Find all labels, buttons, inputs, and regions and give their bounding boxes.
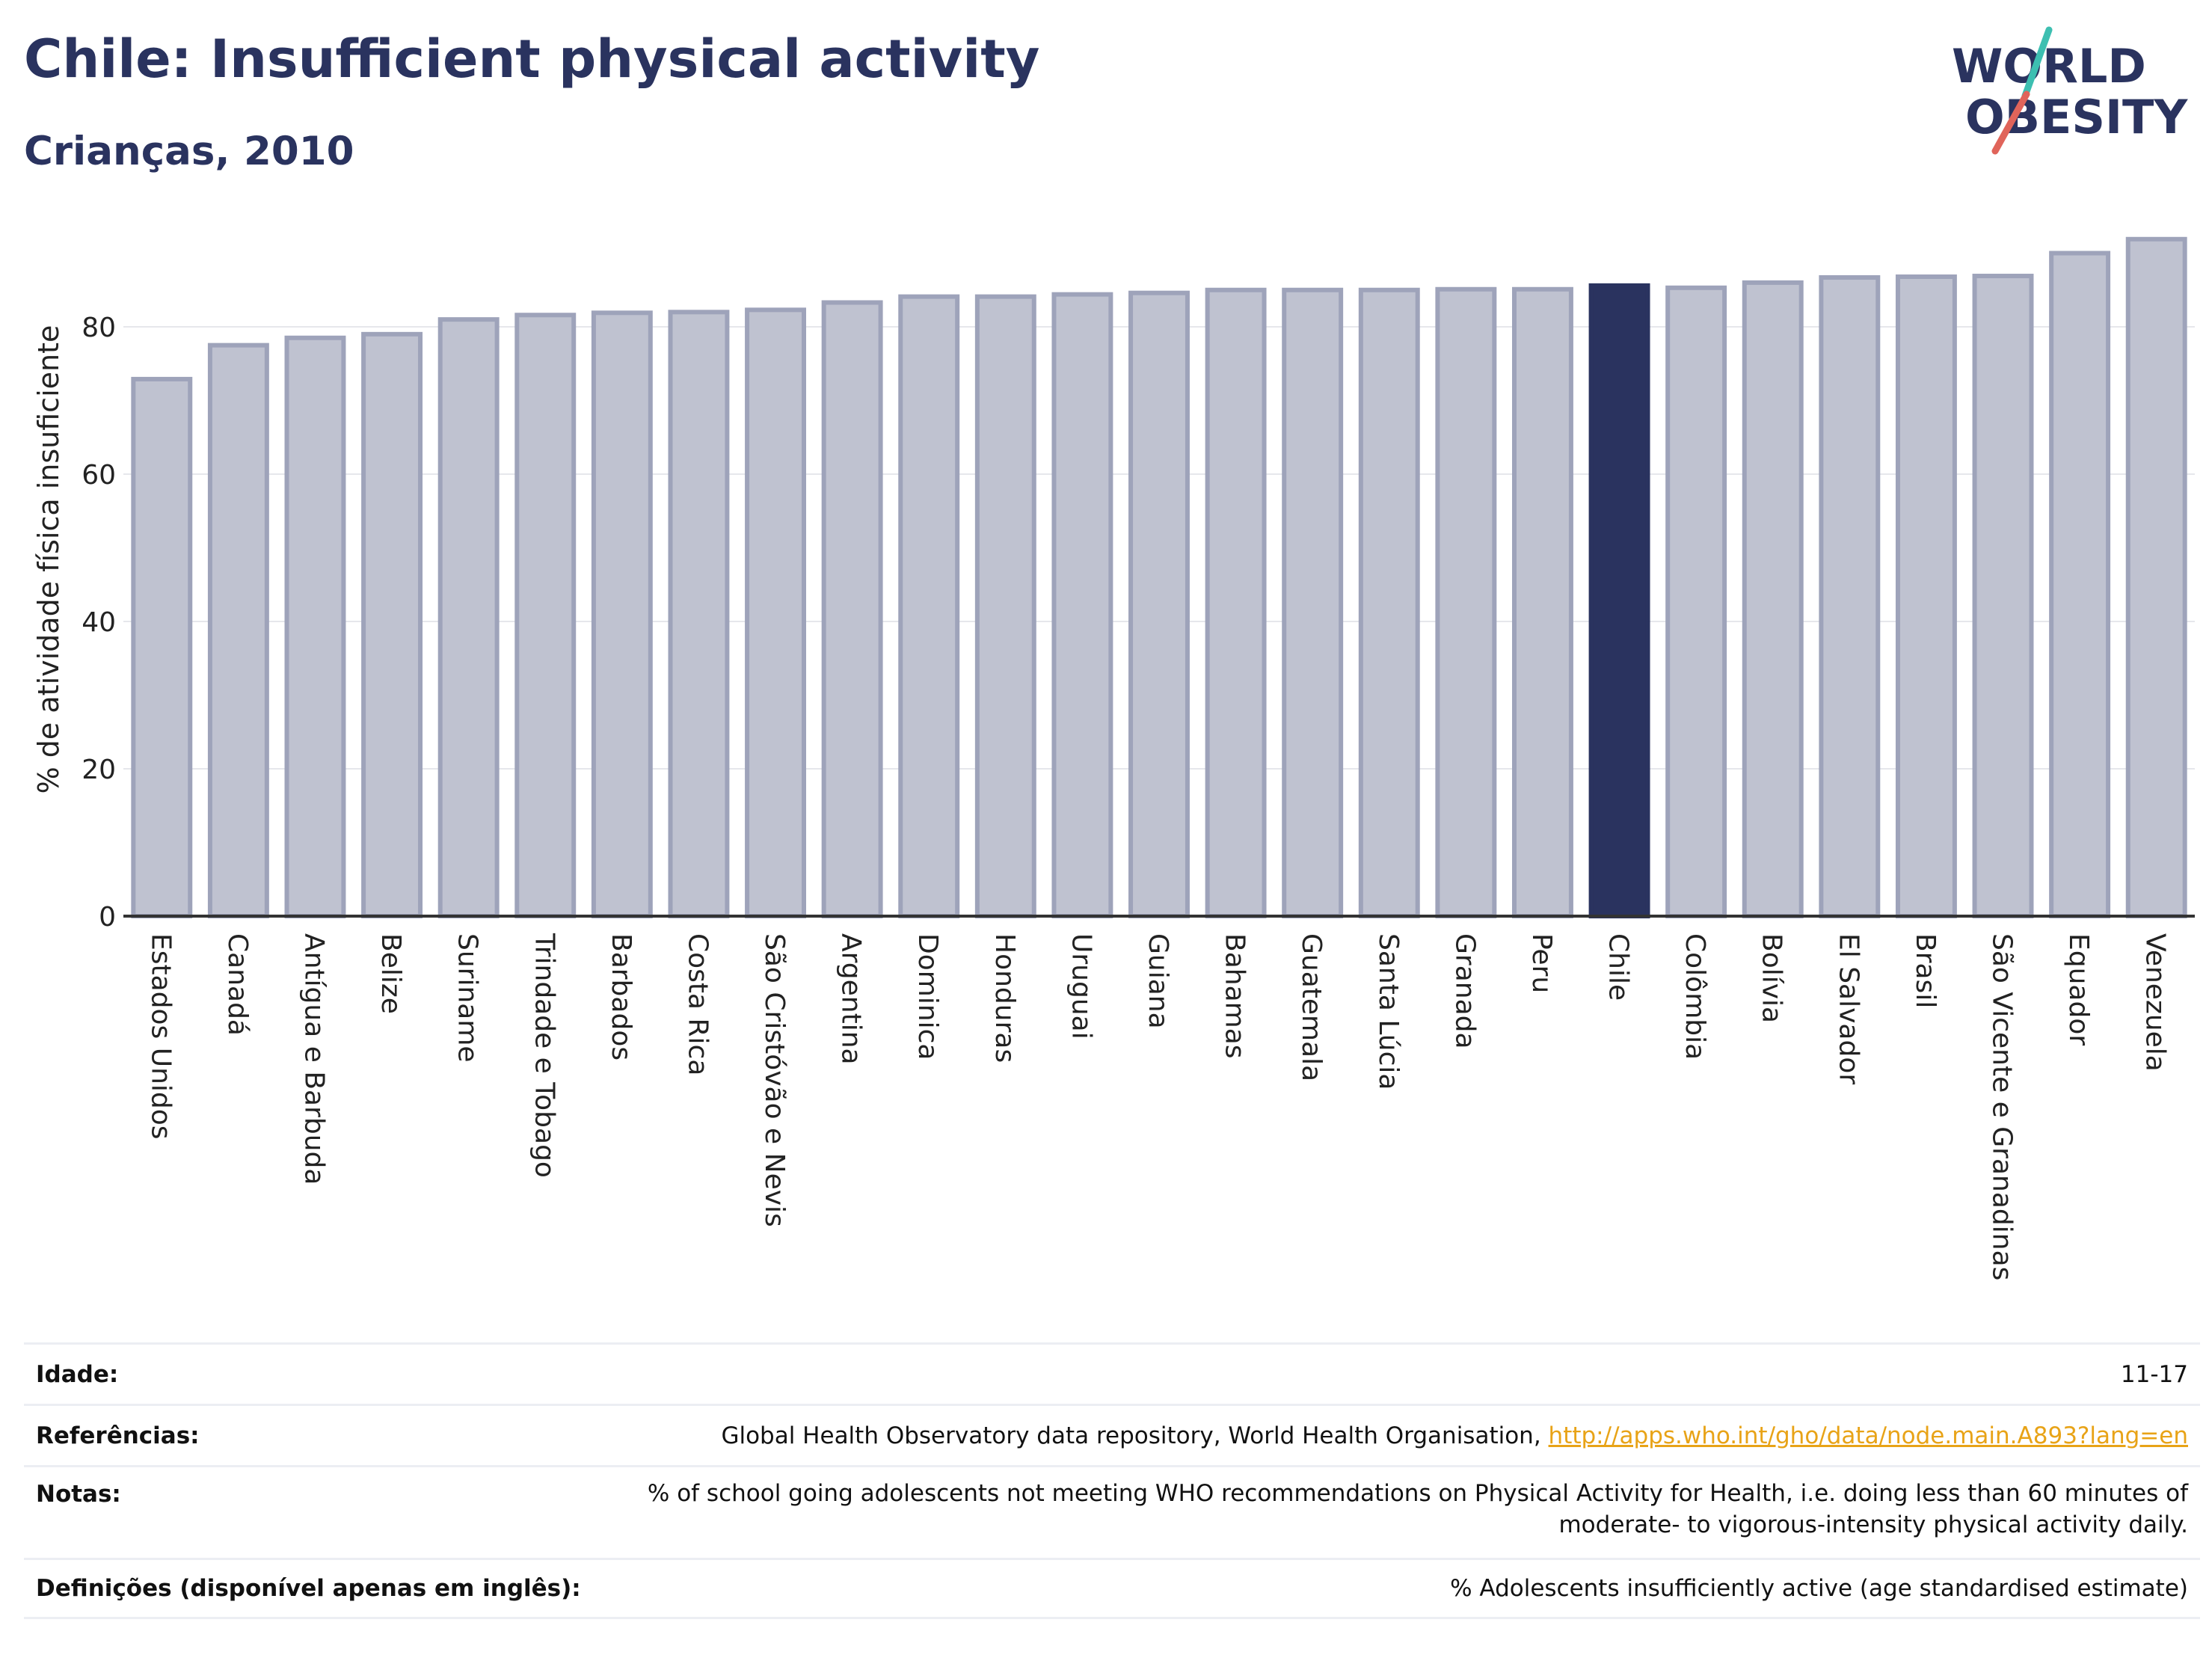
bar-venezuela[interactable] — [2125, 236, 2187, 919]
meta-row-definitions: Definições (disponível apenas em inglês)… — [24, 1558, 2200, 1619]
bar-guiana[interactable] — [1128, 290, 1190, 918]
x-tick-label: Chile — [1603, 933, 1634, 1001]
bar-chile[interactable] — [1588, 283, 1650, 918]
x-tick-label: Peru — [1526, 933, 1557, 993]
x-tick-label: Costa Rica — [682, 933, 713, 1075]
x-tick-label: São Cristóvão e Nevis — [759, 933, 790, 1227]
world-obesity-logo: WORLD OBESITY — [1952, 26, 2188, 155]
x-tick-label: Antígua e Barbuda — [298, 933, 329, 1185]
logo-line-world: WORLD — [1952, 39, 2146, 93]
y-tick-label: 60 — [82, 460, 116, 491]
x-tick-label: Bolívia — [1757, 933, 1787, 1023]
bar-granada[interactable] — [1435, 286, 1497, 918]
bar-peru[interactable] — [1512, 286, 1573, 918]
bar-bahamas[interactable] — [1205, 287, 1267, 918]
x-tick-label: Guatemala — [1296, 933, 1327, 1081]
age-label: Idade: — [36, 1360, 119, 1388]
references-text: Global Health Observatory data repositor… — [721, 1422, 1549, 1449]
y-tick-label: 20 — [82, 755, 116, 785]
bar-ant-gua-e-barbuda[interactable] — [284, 335, 346, 918]
bar-honduras[interactable] — [974, 294, 1036, 918]
x-tick-label: Guiana — [1143, 933, 1173, 1029]
references-link[interactable]: http://apps.who.int/gho/data/node.main.A… — [1548, 1422, 2188, 1449]
y-axis-label: % de atividade física insuficiente — [32, 325, 65, 794]
x-tick-label: Argentina — [836, 933, 867, 1065]
notes-line-2: moderate- to vigorous-intensity physical… — [1558, 1511, 2188, 1538]
x-tick-label: Venezuela — [2140, 933, 2171, 1072]
bar-bol-via[interactable] — [1742, 280, 1804, 918]
bar-argentina[interactable] — [821, 300, 883, 918]
x-tick-label: São Vicente e Granadinas — [1987, 933, 2018, 1280]
x-tick-label: Honduras — [989, 933, 1020, 1063]
x-tick-label: Barbados — [606, 933, 636, 1060]
x-tick-label: Dominica — [912, 933, 943, 1060]
x-tick-label: Suriname — [452, 933, 483, 1063]
logo-slash-bottom — [1991, 90, 2030, 155]
notes-line-1: % of school going adolescents not meetin… — [647, 1480, 2188, 1507]
bar-suriname[interactable] — [437, 317, 500, 918]
bar-s-o-vicente-e-granadinas[interactable] — [1972, 274, 2034, 919]
x-tick-label: Santa Lúcia — [1373, 933, 1404, 1090]
meta-row-age: Idade: 11-17 — [24, 1342, 2200, 1404]
notes-label: Notas: — [36, 1481, 121, 1508]
bar-dominica[interactable] — [898, 294, 960, 918]
bar-col-mbia[interactable] — [1665, 285, 1727, 919]
x-tick-label: Belize — [375, 933, 406, 1014]
notes-value: % of school going adolescents not meetin… — [648, 1478, 2188, 1541]
bar-estados-unidos[interactable] — [131, 376, 193, 918]
y-axis-ticks: 0 20 40 60 80 — [82, 313, 116, 933]
x-tick-label: Equador — [2063, 933, 2094, 1045]
meta-row-notes: Notas: % of school going adolescents not… — [24, 1465, 2200, 1558]
x-axis-ticks: Estados Unidos Canadá Antígua e Barbuda Bel… — [145, 933, 2170, 1280]
bar-equador[interactable] — [2049, 251, 2111, 918]
bar-canad-[interactable] — [207, 343, 269, 918]
x-tick-label: Brasil — [1910, 933, 1941, 1008]
bar-barbados[interactable] — [591, 310, 653, 919]
age-value: 11-17 — [2120, 1360, 2188, 1388]
chart-title: Chile: Insufficient physical activity — [24, 28, 1040, 90]
chart-subtitle: Crianças, 2010 — [24, 129, 354, 174]
meta-row-references: Referências: Global Health Observatory d… — [24, 1404, 2200, 1465]
x-tick-label: Bahamas — [1220, 933, 1250, 1059]
bar-guatemala[interactable] — [1282, 287, 1344, 918]
bar-santa-l-cia[interactable] — [1358, 287, 1420, 918]
references-label: Referências: — [36, 1422, 200, 1449]
bar-brasil[interactable] — [1895, 274, 1957, 918]
bar-belize[interactable] — [361, 331, 423, 919]
y-tick-label: 80 — [82, 313, 116, 343]
metadata-table: Idade: 11-17 Referências: Global Health … — [24, 1342, 2200, 1619]
y-tick-label: 0 — [99, 902, 116, 933]
bars — [131, 236, 2187, 919]
definitions-value: % Adolescents insufficiently active (age… — [1450, 1575, 2188, 1602]
x-tick-label: Colômbia — [1680, 933, 1710, 1060]
definitions-label: Definições (disponível apenas em inglês)… — [36, 1575, 581, 1602]
x-tick-label: Estados Unidos — [145, 933, 176, 1140]
bar-s-o-crist-v-o-e-nevis[interactable] — [745, 307, 806, 919]
bar-el-salvador[interactable] — [1819, 275, 1881, 918]
x-tick-label: Uruguai — [1066, 933, 1096, 1040]
y-tick-label: 40 — [82, 607, 116, 638]
x-tick-label: Granada — [1449, 933, 1480, 1049]
references-value: Global Health Observatory data repositor… — [721, 1422, 2188, 1449]
bar-uruguai[interactable] — [1051, 292, 1113, 919]
bar-chart: 0 20 40 60 80 % de atividade física insufici… — [32, 236, 2195, 1280]
logo-slash-top — [2021, 26, 2053, 99]
bar-trindade-e-tobago[interactable] — [514, 313, 577, 918]
x-tick-label: Trindade e Tobago — [529, 933, 559, 1178]
x-tick-label: Canadá — [222, 933, 253, 1036]
bar-costa-rica[interactable] — [668, 310, 730, 918]
x-tick-label: El Salvador — [1833, 933, 1864, 1084]
